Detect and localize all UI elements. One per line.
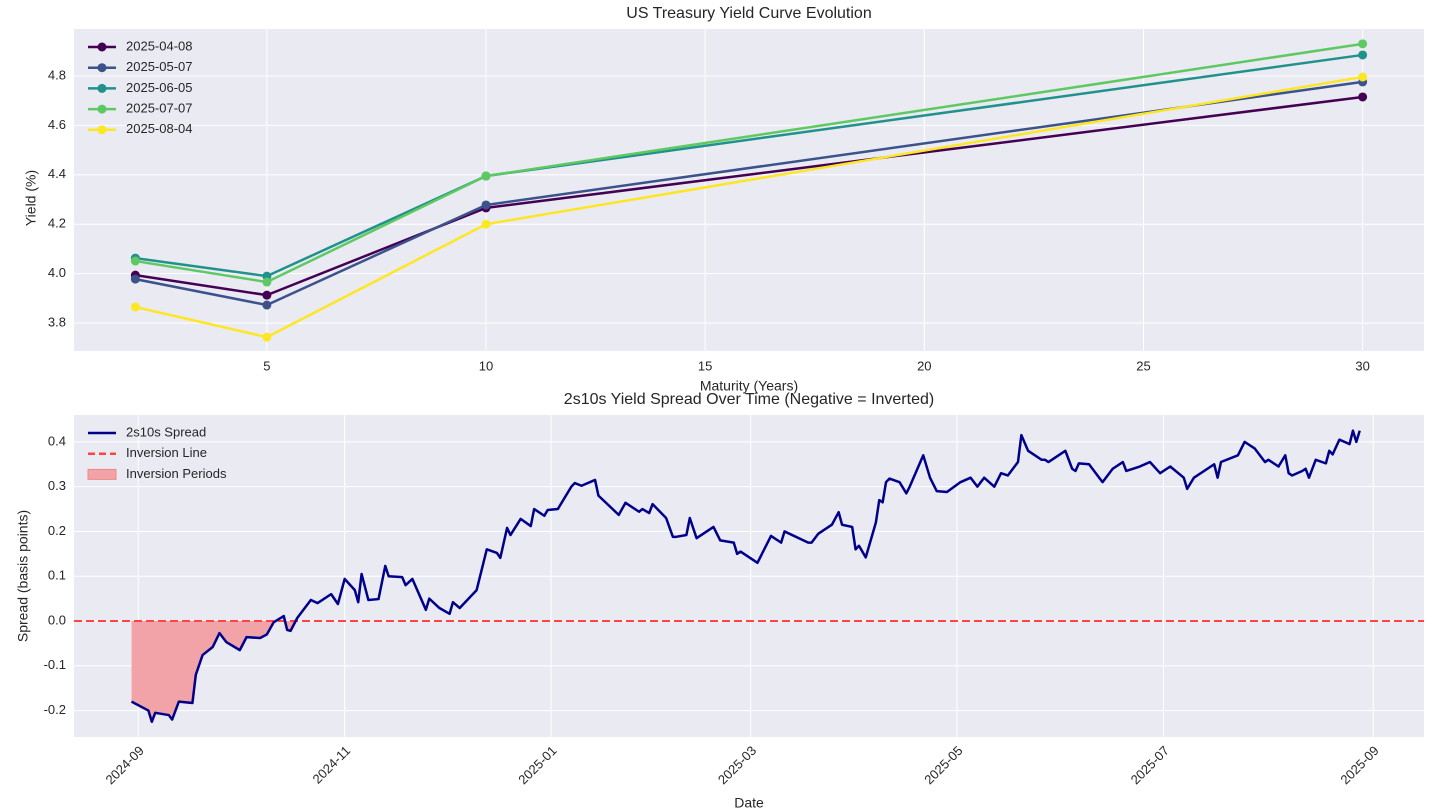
series-line: [135, 95, 1363, 297]
legend-marker: [97, 125, 107, 135]
legend-label: 2025-06-05: [126, 80, 193, 95]
x-tick-label: 10: [479, 358, 493, 373]
y-tick-label: 0.3: [48, 478, 66, 493]
legend-label: 2025-04-08: [126, 38, 193, 53]
series-line: [135, 75, 1363, 339]
legend-swatch: [87, 468, 117, 480]
y-axis-label: Spread (basis points): [15, 510, 31, 642]
data-point: [262, 277, 272, 287]
data-point: [481, 171, 491, 181]
y-tick-label: 4.2: [48, 216, 66, 231]
y-tick-label: -0.1: [44, 657, 66, 672]
y-tick-label: 4.6: [48, 117, 66, 132]
data-point: [130, 256, 140, 266]
x-axis-label: Maturity (Years): [700, 378, 798, 394]
legend-marker: [97, 63, 107, 73]
data-point: [1358, 50, 1368, 60]
data-point: [1358, 92, 1368, 102]
x-tick-label: 2025-07: [1128, 743, 1172, 787]
y-tick-label: 0.4: [48, 433, 66, 448]
chart-title: US Treasury Yield Curve Evolution: [626, 5, 871, 22]
x-tick-label: 30: [1355, 358, 1369, 373]
y-tick-label: 4.8: [48, 67, 66, 82]
legend-label: 2025-08-04: [126, 121, 193, 136]
data-point: [262, 290, 272, 300]
data-point: [1358, 72, 1368, 82]
x-tick-label: 2025-09: [1337, 743, 1381, 787]
data-point: [130, 302, 140, 312]
x-tick-label: 25: [1136, 358, 1150, 373]
legend-marker: [97, 104, 107, 114]
series-line: [130, 429, 1361, 724]
x-tick-label: 2024-09: [102, 743, 146, 787]
x-tick-label: 20: [917, 358, 931, 373]
data-point: [481, 200, 491, 210]
x-axis-label: Date: [734, 795, 764, 811]
x-tick-label: 2025-03: [715, 743, 759, 787]
y-tick-label: -0.2: [44, 702, 66, 717]
y-tick-label: 4.4: [48, 166, 66, 181]
x-tick-label: 15: [698, 358, 712, 373]
legend-label: Inversion Periods: [126, 466, 227, 481]
x-tick-label: 5: [263, 358, 270, 373]
chart-title: 2s10s Yield Spread Over Time (Negative =…: [564, 391, 934, 408]
x-tick-label: 2024-11: [310, 743, 354, 787]
data-point: [1358, 39, 1368, 49]
series-line: [135, 42, 1363, 284]
legend-label: Inversion Line: [126, 445, 207, 460]
y-tick-label: 0.0: [48, 612, 66, 627]
series-line: [135, 80, 1363, 307]
data-point: [262, 332, 272, 342]
legend-label: 2s10s Spread: [126, 424, 206, 439]
y-tick-label: 0.1: [48, 568, 66, 583]
legend-marker: [97, 42, 107, 52]
x-tick-label: 2025-01: [515, 743, 559, 787]
data-point: [481, 219, 491, 229]
plot-area: [74, 29, 1424, 351]
y-tick-label: 3.8: [48, 315, 66, 330]
data-point: [130, 274, 140, 284]
y-tick-label: 4.0: [48, 265, 66, 280]
legend-label: 2025-07-07: [126, 101, 193, 116]
legend-label: 2025-05-07: [126, 59, 193, 74]
y-axis-label: Yield (%): [23, 170, 39, 226]
data-point: [262, 300, 272, 310]
inversion-area: [131, 621, 296, 722]
series-line: [135, 53, 1363, 278]
legend-marker: [97, 83, 107, 93]
y-tick-label: 0.2: [48, 523, 66, 538]
x-tick-label: 2025-05: [921, 743, 965, 787]
